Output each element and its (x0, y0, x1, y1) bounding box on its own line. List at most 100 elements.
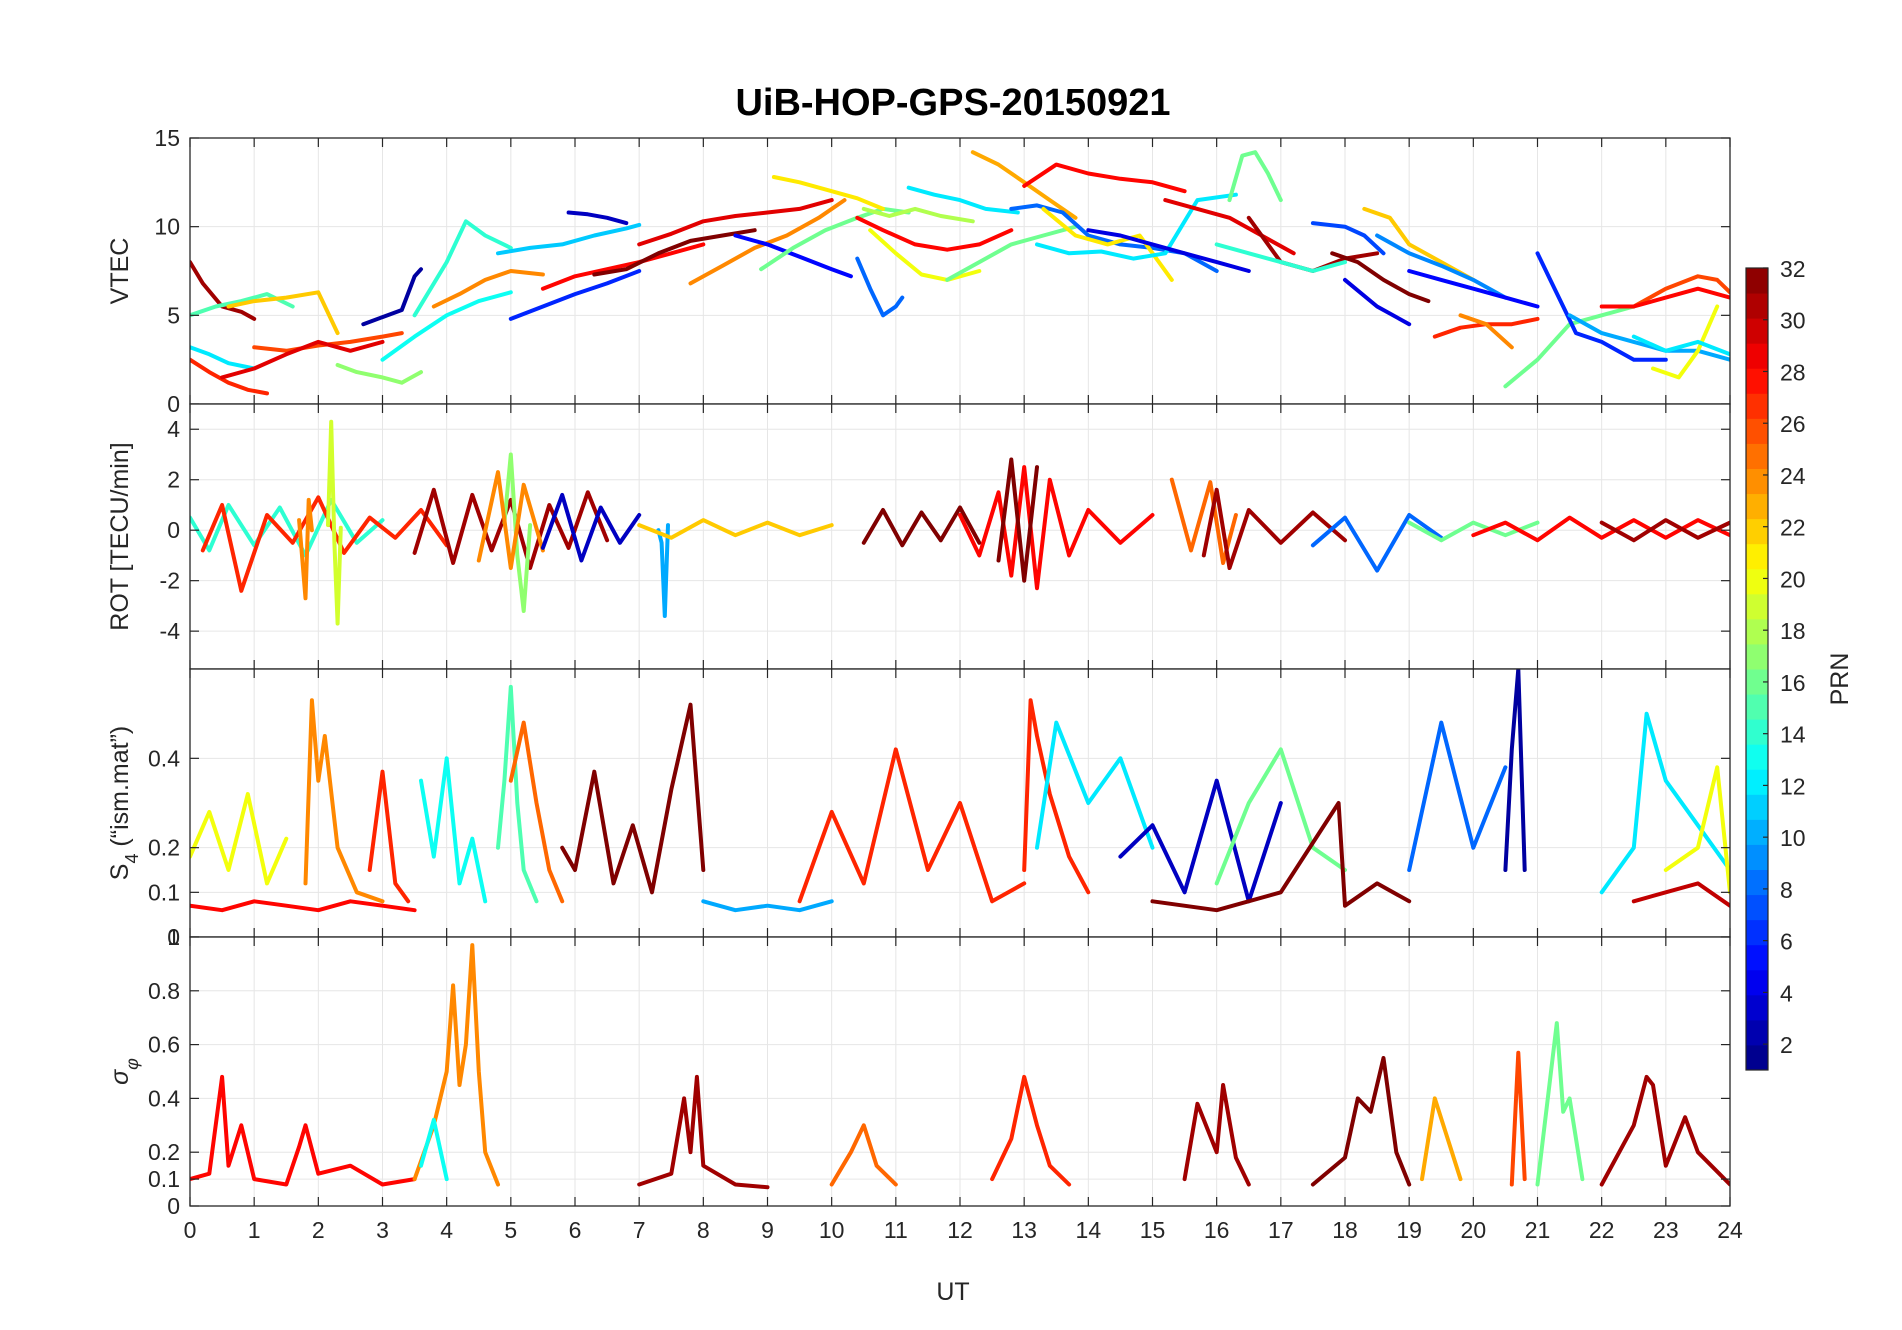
x-tick-label: 0 (184, 1217, 197, 1243)
colorbar-segment (1746, 393, 1768, 419)
y-tick-label: 0.2 (148, 1139, 180, 1165)
series-line-prn-9 (1375, 233, 1508, 300)
y-tick-label: 0.8 (148, 978, 180, 1004)
series-line-prn-13 (380, 290, 513, 362)
y-tick-label: 0 (167, 391, 180, 417)
y-tick-label: 0 (167, 517, 180, 543)
y-tick-label: 0.4 (148, 1085, 180, 1111)
colorbar-segment (1746, 618, 1768, 645)
x-tick-label: 4 (440, 1217, 453, 1243)
series-line-prn-13 (419, 756, 488, 904)
colorbar-segment (1746, 819, 1768, 845)
panel-vtec: 0 5 10 15 VTEC (106, 125, 1731, 417)
x-tick-label: 2 (312, 1217, 325, 1243)
y-tick-label: 0 (167, 1193, 180, 1219)
series-line-prn-28 (1599, 286, 1730, 309)
series-line-prn-25 (829, 1123, 898, 1187)
series-line-prn-27 (1022, 698, 1091, 895)
series-line-prn-20 (1651, 304, 1720, 380)
colorbar-tick-label: 32 (1780, 256, 1806, 282)
colorbar-segment (1746, 518, 1768, 545)
colorbar-segment (1746, 293, 1768, 319)
y-tick-label: 0.4 (148, 745, 180, 771)
series-line-prn-20 (868, 228, 982, 282)
y-tick-label: 4 (167, 416, 180, 442)
colorbar-tick-label: 10 (1780, 825, 1806, 851)
x-tick-label: 17 (1268, 1217, 1294, 1243)
series-line-prn-24 (1458, 313, 1514, 350)
x-tick-label: 3 (376, 1217, 389, 1243)
series-line-prn-8 (1310, 513, 1444, 573)
series-line-prn-3 (540, 492, 642, 563)
colorbar-segment (1746, 318, 1768, 344)
series-line-prn-16 (1214, 747, 1347, 886)
x-tick-label: 1 (248, 1217, 261, 1243)
series-line-prn-16 (945, 224, 1078, 282)
series-line-prn-27 (200, 495, 449, 593)
series-line-prn-5 (733, 233, 853, 279)
series-line-prn-20 (190, 792, 289, 886)
series-line-prn-3 (566, 210, 629, 226)
x-tick-label: 8 (697, 1217, 710, 1243)
series-line-prn-28 (190, 1074, 417, 1187)
colorbar-segment (1746, 593, 1768, 620)
colorbar-segment (1746, 543, 1768, 570)
x-tick-label: 18 (1332, 1217, 1358, 1243)
series-line-prn-19 (326, 419, 343, 626)
series-line-prn-27 (190, 357, 269, 396)
series-line-prn-12 (1035, 192, 1238, 261)
colorbar-segment (1746, 568, 1768, 595)
colorbar-tick-label: 28 (1780, 359, 1806, 385)
x-tick-label: 7 (633, 1217, 646, 1243)
panel-s4: 0 0.1 0.2 0.4S4 (“ism.mat”) (106, 668, 1731, 950)
x-tick-label: 16 (1204, 1217, 1230, 1243)
series-line-prn-26 (252, 331, 404, 353)
colorbar-tick-label: 8 (1780, 877, 1793, 903)
colorbar-segment (1746, 869, 1768, 896)
series-line-prn-14 (412, 219, 513, 318)
colorbar-segment (1746, 669, 1768, 695)
series-line-prn-31 (637, 1074, 770, 1190)
series-line-prn-32 (996, 457, 1039, 583)
colorbar-segment (1746, 1019, 1768, 1046)
colorbar-tick-label: 16 (1780, 670, 1806, 696)
x-tick-label: 14 (1076, 1217, 1102, 1243)
series-line-prn-17 (502, 452, 533, 613)
colorbar-segment (1746, 794, 1768, 820)
series-line-prn-25 (508, 720, 565, 904)
series-line-prn-4 (1343, 277, 1412, 327)
series-line-prn-32 (560, 702, 706, 895)
series-line-prn-16 (1535, 1021, 1585, 1187)
series-line-prn-24 (688, 198, 847, 286)
colorbar-segment (1746, 744, 1768, 770)
series-line-prn-24 (297, 497, 314, 601)
x-tick-label: 13 (1011, 1217, 1037, 1243)
series-line-prn-12 (1631, 334, 1730, 357)
series-line-prn-22 (637, 518, 834, 540)
colorbar-segment (1746, 694, 1768, 720)
series-line-prn-10 (701, 899, 834, 913)
series-line-prn-27 (367, 769, 411, 904)
series-group (190, 943, 1730, 1190)
x-tick-label: 15 (1140, 1217, 1166, 1243)
series-line-prn-2 (1503, 669, 1527, 872)
series-line-prn-6 (1535, 251, 1668, 362)
colorbar-segment (1746, 894, 1768, 921)
y-axis-label: ROT [TECU/min] (106, 442, 134, 630)
colorbar-segment (1746, 468, 1768, 495)
colorbar-segment (1746, 643, 1768, 670)
colorbar-segment (1746, 368, 1768, 394)
y-tick-label: -4 (160, 618, 181, 644)
colorbar-segment (1746, 844, 1768, 870)
series-line-prn-24 (412, 943, 500, 1187)
series-line-prn-14 (1214, 242, 1347, 273)
y-tick-label: 0.1 (148, 879, 180, 905)
series-line-prn-6 (508, 269, 642, 321)
x-tick-label: 23 (1653, 1217, 1679, 1243)
x-tick-label: 21 (1525, 1217, 1551, 1243)
series-group (190, 150, 1730, 396)
series-line-prn-28 (540, 242, 706, 291)
